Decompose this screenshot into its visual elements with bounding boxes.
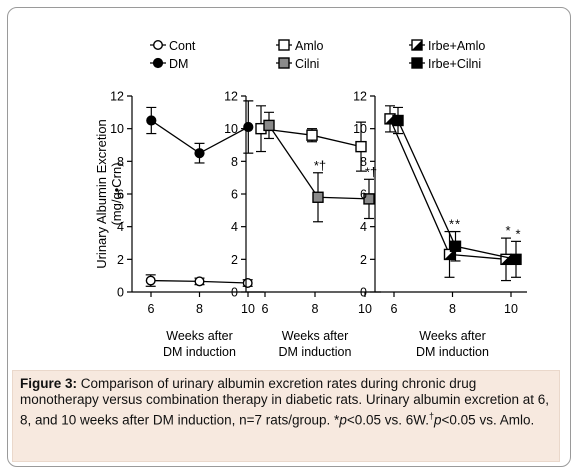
y-tick-label: 8 <box>117 155 124 169</box>
x-tick-label: 8 <box>196 302 203 316</box>
x-tick-label: 10 <box>504 302 518 316</box>
y-tick-label: 6 <box>117 188 124 202</box>
x-tick-label: 6 <box>391 302 398 316</box>
x-axis-title-line-1: Weeks after <box>282 329 348 343</box>
y-tick-label: 4 <box>231 220 238 234</box>
y-tick-label: 12 <box>353 90 367 104</box>
y-tick-label: 2 <box>231 253 238 267</box>
x-tick-label: 8 <box>312 302 319 316</box>
y-tick-label: 4 <box>360 220 367 234</box>
y-tick-label: 6 <box>360 188 367 202</box>
marker-fill <box>412 40 422 50</box>
caption-p-1: p <box>339 412 347 428</box>
series-line <box>397 120 517 260</box>
caption-text-2: <0.05 vs. 6W. <box>346 412 429 428</box>
significance-mark: * <box>505 223 510 238</box>
legend-label: Irbe+Amlo <box>428 39 485 53</box>
x-axis-title-line-2: DM induction <box>163 345 236 359</box>
legend-label: Cilni <box>295 57 319 71</box>
data-point <box>355 140 367 153</box>
x-axis-title-line-2: DM induction <box>416 345 489 359</box>
legend-marker <box>278 39 290 51</box>
legend-entry: DM <box>150 57 188 71</box>
significance-mark: * <box>515 226 520 241</box>
significance-mark: * <box>449 217 454 232</box>
legend-marker <box>152 57 164 69</box>
y-tick-label: 12 <box>224 90 238 104</box>
y-tick-label: 2 <box>360 253 367 267</box>
caption-dagger: † <box>429 411 435 421</box>
marker-fill <box>501 254 511 265</box>
data-point <box>363 193 375 205</box>
x-tick-label: 6 <box>262 302 269 316</box>
legend-entry: Cilni <box>276 57 319 71</box>
y-tick-label: 2 <box>117 253 124 267</box>
y-tick-label: 6 <box>231 188 238 202</box>
legend-label: Irbe+Cilni <box>428 57 481 71</box>
y-tick-label: 4 <box>117 220 124 234</box>
series-cilni: *† *† <box>263 111 377 223</box>
x-axis-title-line-2: DM induction <box>279 345 352 359</box>
y-tick-label: 12 <box>110 90 124 104</box>
x-tick-label: 8 <box>449 302 456 316</box>
y-tick-label: 0 <box>360 286 367 300</box>
figure-caption: Figure 3: Comparison of urinary albumin … <box>12 370 560 462</box>
x-tick-label: 6 <box>148 302 155 316</box>
x-axis-title-line-1: Weeks after <box>419 329 485 343</box>
significance-mark: *† <box>314 158 326 173</box>
x-axis-title-line-1: Weeks after <box>166 329 232 343</box>
y-tick-label: 0 <box>117 286 124 300</box>
y-tick-label: 10 <box>353 122 367 136</box>
data-point <box>312 191 324 203</box>
y-axis-title-line-1: Urinary Albumin Excretion <box>94 119 109 269</box>
y-axis-title: Urinary Albumin Excretion (mg/g•Crn) <box>94 119 124 269</box>
data-point <box>242 278 253 289</box>
series-irbe-amlo: * * <box>384 105 512 282</box>
data-point <box>194 148 205 159</box>
legend-entry: Irbe+Amlo <box>409 39 485 53</box>
y-tick-label: 0 <box>231 286 238 300</box>
y-tick-label: 8 <box>231 155 238 169</box>
significance-mark: *† <box>365 164 377 179</box>
caption-label: Figure 3: <box>20 376 78 391</box>
data-point <box>194 276 205 287</box>
data-point <box>243 121 254 133</box>
legend-entry: Irbe+Cilni <box>409 57 481 71</box>
data-point <box>146 115 157 126</box>
data-point <box>510 253 522 266</box>
series-cont <box>145 274 253 289</box>
x-tick-label: 10 <box>241 302 255 316</box>
y-tick-label: 10 <box>110 122 124 136</box>
data-point <box>145 275 156 286</box>
legend-marker <box>411 57 423 69</box>
series-irbe-cilni: ** <box>392 106 522 278</box>
legend-entry: Amlo <box>276 39 324 53</box>
significance-mark: * <box>455 217 460 232</box>
chart-area: 0 2 4 6 8 10 12 6 8 10 Weeks after DM induction Cont… <box>94 39 527 359</box>
caption-p-2: p <box>434 412 442 428</box>
data-point <box>306 129 318 141</box>
y-axis-title-line-2: (mg/g•Crn) <box>109 162 124 225</box>
caption-text-1: Comparison of urinary albumin excretion … <box>20 376 550 428</box>
legend-label: Cont <box>169 39 196 53</box>
chart-panel-1: 0 2 4 6 8 10 12 6 8 10 Weeks after DM induction Cont… <box>110 39 264 359</box>
series-amlo <box>255 105 367 172</box>
legend-marker <box>411 39 423 51</box>
y-tick-label: 10 <box>224 122 238 136</box>
legend-label: DM <box>169 57 188 71</box>
series-dm <box>146 100 254 164</box>
data-point <box>392 114 404 127</box>
data-point <box>449 240 462 252</box>
data-point <box>263 119 275 132</box>
y-tick-label: 8 <box>360 155 367 169</box>
legend-label: Amlo <box>295 39 324 53</box>
legend-marker <box>152 40 163 51</box>
x-tick-label: 10 <box>358 302 372 316</box>
legend-entry: Cont <box>150 39 196 53</box>
caption-text-3: <0.05 vs. Amlo. <box>441 412 535 428</box>
legend-marker <box>278 57 290 69</box>
